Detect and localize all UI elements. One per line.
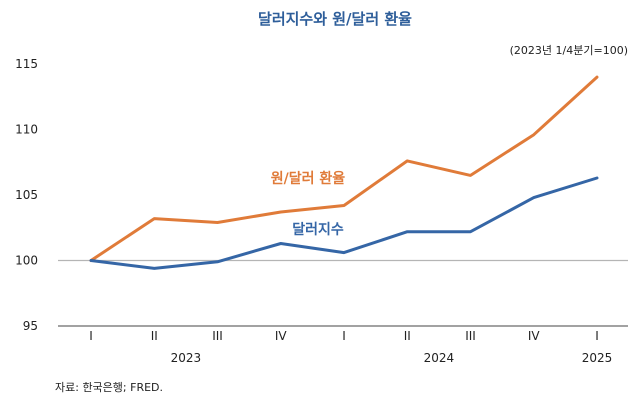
x-tick-label: I: [342, 329, 346, 343]
x-tick-label: I: [89, 329, 93, 343]
y-tick-label: 115: [15, 57, 38, 71]
x-tick-label: III: [212, 329, 223, 343]
x-tick-label: II: [404, 329, 411, 343]
dollar-index-line: [89, 176, 599, 270]
x-tick-label: I: [595, 329, 599, 343]
y-tick-label: 110: [15, 123, 38, 137]
source-note: 자료: 한국은행; FRED.: [55, 381, 163, 394]
year-label: 2024: [424, 351, 455, 365]
y-tick-label: 105: [15, 188, 38, 202]
y-tick-label: 100: [15, 254, 38, 268]
x-tick-label: IV: [528, 329, 541, 343]
x-tick-label: IV: [275, 329, 288, 343]
series-group: [89, 75, 599, 270]
series-label-krw-usd: 원/달러 환율: [271, 170, 346, 187]
x-tick-label: III: [465, 329, 476, 343]
chart-title: 달러지수와 원/달러 환율: [258, 10, 412, 28]
series-label-dollar-index: 달러지수: [292, 222, 344, 238]
krw-usd-line: [89, 75, 599, 262]
y-tick-label: 95: [23, 319, 38, 333]
chart-base-note: (2023년 1/4분기=100): [510, 44, 628, 57]
year-label: 2023: [171, 351, 202, 365]
x-tick-label: II: [151, 329, 158, 343]
year-label: 2025: [582, 351, 613, 365]
